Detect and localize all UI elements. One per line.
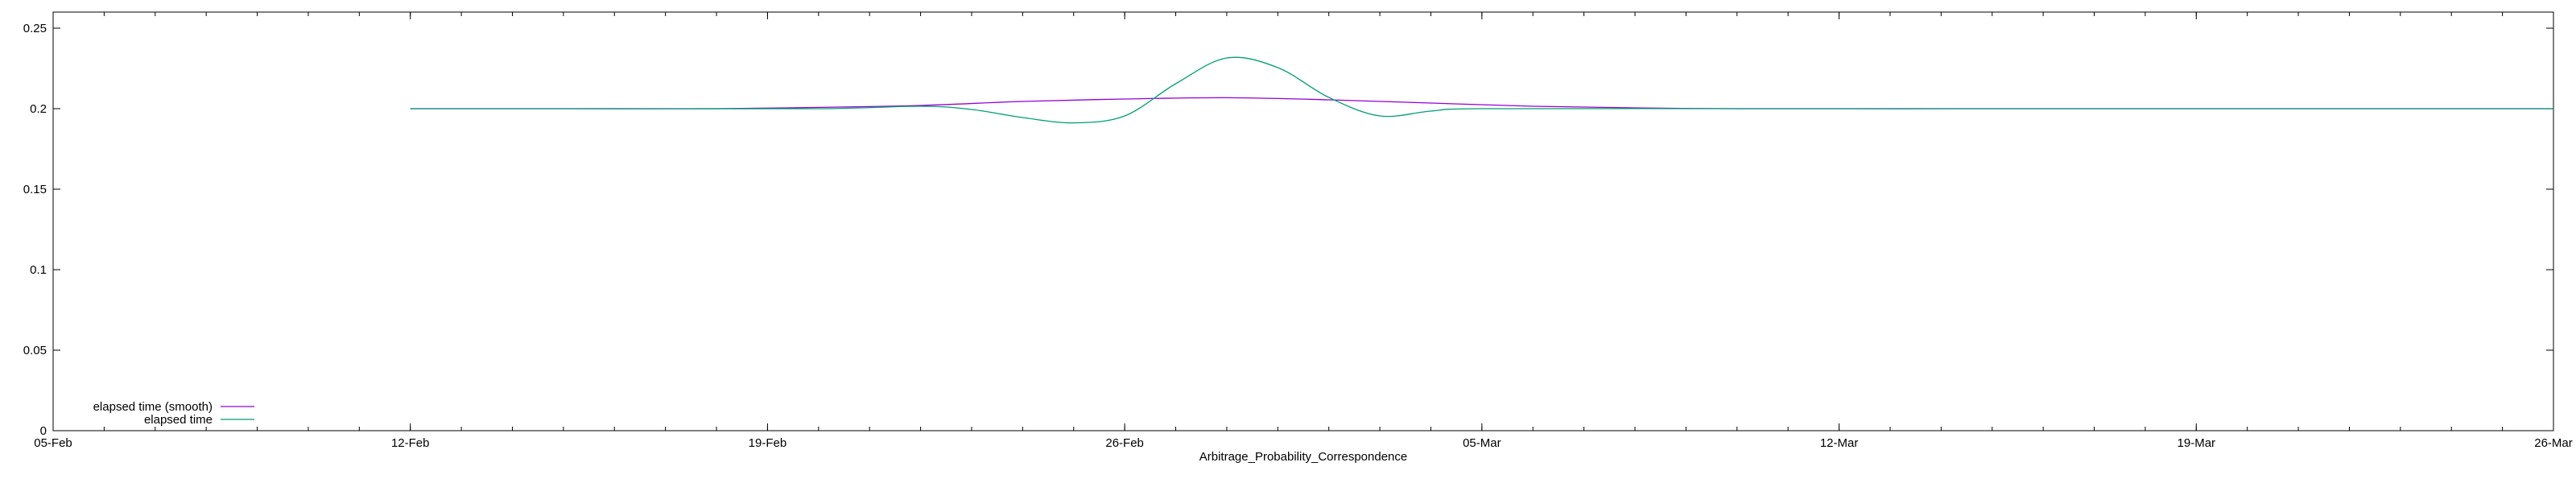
y-tick-label: 0.05: [23, 344, 47, 357]
x-axis-title: Arbitrage_Probability_Correspondence: [1199, 450, 1408, 464]
series-line-0: [410, 97, 2553, 109]
x-tick-label: 05-Feb: [34, 436, 72, 450]
legend-label: elapsed time: [144, 413, 213, 427]
x-tick-label: 05-Mar: [1463, 436, 1501, 450]
x-tick-label: 26-Mar: [2534, 436, 2573, 450]
y-tick-label: 0.2: [30, 102, 47, 116]
legend: elapsed time (smooth)elapsed time: [93, 400, 254, 427]
y-tick-label: 0.25: [23, 22, 47, 35]
y-tick-label: 0: [40, 424, 47, 438]
series-layer: [410, 56, 2553, 124]
x-tick-label: 19-Mar: [2178, 436, 2216, 450]
x-tick-label: 26-Feb: [1105, 436, 1144, 450]
plot-border: [52, 11, 2554, 431]
x-tick-label: 12-Mar: [1820, 436, 1859, 450]
legend-label: elapsed time (smooth): [93, 400, 213, 414]
x-tick-label: 19-Feb: [749, 436, 787, 450]
x-tick-label: 12-Feb: [391, 436, 430, 450]
axes: 0 0.05 0.1 0.15 0.2 0.25 05-Feb 12-Feb 19-Feb 26-…: [23, 11, 2573, 450]
y-tick-label: 0.15: [23, 183, 47, 196]
series-line-1: [410, 56, 2553, 124]
y-tick-label: 0.1: [30, 263, 47, 277]
